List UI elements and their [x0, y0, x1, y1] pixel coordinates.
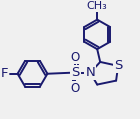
- Text: S: S: [114, 59, 122, 72]
- Text: CH₃: CH₃: [87, 1, 108, 11]
- Text: O: O: [71, 82, 80, 95]
- Text: N: N: [85, 66, 95, 79]
- Text: S: S: [71, 66, 80, 79]
- Text: O: O: [71, 51, 80, 64]
- Text: F: F: [1, 67, 8, 80]
